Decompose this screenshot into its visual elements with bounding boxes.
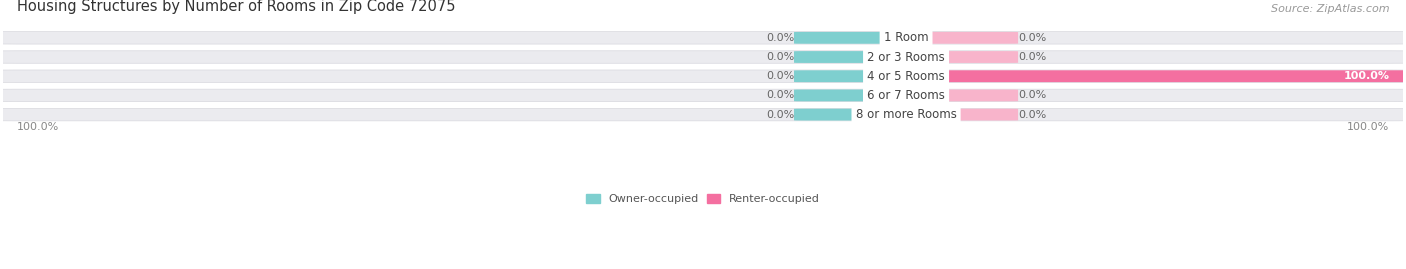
Text: 0.0%: 0.0% — [766, 109, 794, 120]
Text: 0.0%: 0.0% — [1018, 52, 1046, 62]
Text: 100.0%: 100.0% — [1343, 71, 1389, 81]
FancyBboxPatch shape — [794, 32, 917, 44]
Text: Source: ZipAtlas.com: Source: ZipAtlas.com — [1271, 4, 1389, 14]
FancyBboxPatch shape — [894, 51, 1018, 63]
Text: 2 or 3 Rooms: 2 or 3 Rooms — [868, 51, 945, 63]
FancyBboxPatch shape — [894, 70, 1406, 82]
Text: 100.0%: 100.0% — [1347, 122, 1389, 132]
FancyBboxPatch shape — [0, 70, 1406, 83]
Text: Housing Structures by Number of Rooms in Zip Code 72075: Housing Structures by Number of Rooms in… — [17, 0, 456, 14]
Text: 0.0%: 0.0% — [766, 71, 794, 81]
FancyBboxPatch shape — [794, 109, 917, 121]
FancyBboxPatch shape — [0, 89, 1406, 102]
FancyBboxPatch shape — [894, 32, 1018, 44]
FancyBboxPatch shape — [894, 90, 1018, 101]
FancyBboxPatch shape — [794, 90, 917, 101]
Text: 0.0%: 0.0% — [766, 52, 794, 62]
Text: 1 Room: 1 Room — [884, 31, 928, 44]
FancyBboxPatch shape — [794, 51, 917, 63]
Text: 4 or 5 Rooms: 4 or 5 Rooms — [868, 70, 945, 83]
Text: 0.0%: 0.0% — [1018, 90, 1046, 100]
FancyBboxPatch shape — [0, 31, 1406, 44]
Text: 0.0%: 0.0% — [1018, 109, 1046, 120]
Legend: Owner-occupied, Renter-occupied: Owner-occupied, Renter-occupied — [582, 190, 824, 209]
Text: 0.0%: 0.0% — [766, 90, 794, 100]
Text: 0.0%: 0.0% — [766, 33, 794, 43]
FancyBboxPatch shape — [0, 51, 1406, 63]
Text: 0.0%: 0.0% — [1018, 33, 1046, 43]
FancyBboxPatch shape — [0, 108, 1406, 121]
Text: 8 or more Rooms: 8 or more Rooms — [856, 108, 956, 121]
FancyBboxPatch shape — [894, 109, 1018, 121]
Text: 100.0%: 100.0% — [17, 122, 59, 132]
Text: 6 or 7 Rooms: 6 or 7 Rooms — [868, 89, 945, 102]
FancyBboxPatch shape — [794, 70, 917, 82]
